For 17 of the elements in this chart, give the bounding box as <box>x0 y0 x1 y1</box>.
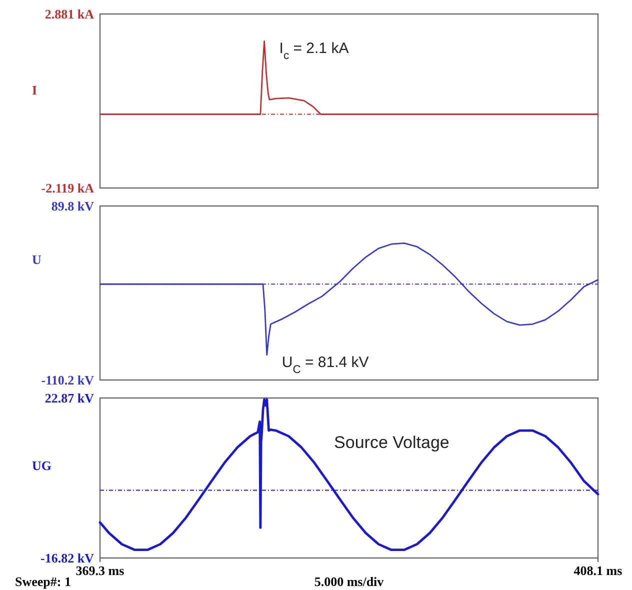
y-axis-title: I <box>32 82 38 98</box>
y-tick-label: 2.881 kA <box>44 6 95 22</box>
y-tick-label: -2.119 kA <box>41 180 95 196</box>
y-tick-label: -110.2 kV <box>41 372 95 388</box>
x-tick-label: 408.1 ms <box>574 563 622 578</box>
y-axis-title: UG <box>32 458 52 474</box>
text: 5.000 ms/div <box>314 574 384 589</box>
series-label: Source Voltage <box>334 433 450 452</box>
text: Sweep#: 1 <box>15 574 71 589</box>
x-tick-label: 369.3 ms <box>76 563 124 578</box>
annotation: U$_{C}$ = 81.4 kV <box>282 354 369 376</box>
y-tick-label: -16.82 kV <box>40 550 95 566</box>
y-tick-label: 89.8 kV <box>51 198 95 214</box>
line-series <box>98 398 600 552</box>
annotation: I$_{c}$ = 2.1 kA <box>279 40 349 62</box>
y-tick-label: 22.87 kV <box>44 390 95 406</box>
y-axis-title: U <box>32 252 42 268</box>
